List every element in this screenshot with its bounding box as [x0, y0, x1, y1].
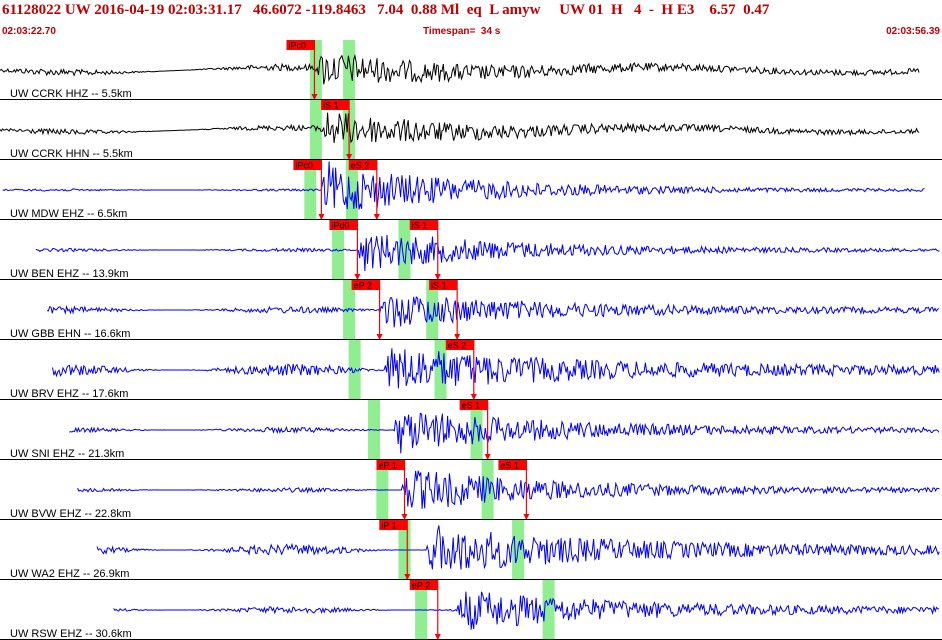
pick-arrow-icon [434, 634, 441, 640]
channel-label: UW BVW EHZ -- 22.8km [10, 508, 131, 520]
waveform-trace [96, 525, 940, 570]
pick-arrow-icon [484, 454, 491, 460]
channel-row[interactable]: eP 1 eS 1 UW BVW EHZ -- 22.8km [10, 460, 940, 520]
pick-flag[interactable] [459, 400, 488, 410]
event-title: 61128022 UW 2016-04-19 02:03:31.17 46.60… [2, 2, 770, 18]
pick-label: iP 1 [381, 521, 396, 531]
channel-label: UW WA2 EHZ -- 26.9km [10, 568, 129, 580]
pick-flag[interactable] [321, 100, 350, 110]
timespan: Timespan= 34 s [423, 26, 501, 37]
channel-row[interactable]: iPd0 iS 1 UW BEN EHZ -- 13.9km [10, 220, 940, 280]
pick-arrow-icon [318, 214, 325, 220]
pick-arrow-icon [434, 274, 441, 280]
channel-label: UW CCRK HHN -- 5.5km [10, 148, 133, 160]
pick-label: iPc0 [288, 41, 306, 51]
pick-label: eS 1 [462, 401, 481, 411]
pick-flag[interactable] [293, 160, 322, 170]
pick-flag[interactable] [329, 220, 358, 230]
waveform-trace [46, 296, 940, 328]
pick-label: iS 1 [412, 221, 428, 231]
channel-label: UW BRV EHZ -- 17.6km [10, 388, 128, 400]
pick-arrow-icon [404, 574, 411, 580]
pick-window [481, 460, 494, 520]
waveform-trace [69, 412, 940, 454]
pick-flag[interactable] [286, 40, 315, 50]
pick-window [343, 40, 356, 100]
pick-window [304, 160, 317, 220]
pick-flag[interactable] [445, 340, 474, 350]
waveform-trace [35, 234, 940, 272]
end-time: 02:03:56.39 [886, 26, 940, 37]
pick-flag[interactable] [376, 460, 405, 470]
pick-arrow-icon [523, 514, 530, 520]
seismogram-panel[interactable]: iPc0 UW CCRK HHZ -- 5.5km iS 1 UW CCRK HHN … [0, 40, 942, 640]
pick-label: eP 1 [379, 461, 397, 471]
pick-label: iS 1 [431, 281, 447, 291]
pick-label: eS 2 [351, 161, 370, 171]
channel-label: UW BEN EHZ -- 13.9km [10, 268, 129, 280]
channel-row[interactable]: iP 1 UW WA2 EHZ -- 26.9km [10, 520, 940, 580]
pick-window [426, 280, 439, 340]
waveform-trace [113, 591, 940, 630]
pick-window [542, 580, 555, 640]
pick-label: iPc0 [295, 161, 313, 171]
pick-arrow-icon [376, 334, 383, 340]
pick-arrow-icon [470, 394, 477, 400]
header: 61128022 UW 2016-04-19 02:03:31.17 46.60… [0, 0, 942, 40]
pick-window [345, 160, 358, 220]
pick-flag[interactable] [379, 520, 408, 530]
pick-label: eS 1 [500, 461, 519, 471]
waveform-trace [0, 112, 920, 144]
pick-window [332, 220, 345, 280]
pick-label: iPd0 [331, 221, 349, 231]
pick-flag[interactable] [498, 460, 527, 470]
channel-row[interactable]: eP 2 iS 1 UW GBB EHN -- 16.6km [10, 280, 940, 340]
pick-arrow-icon [354, 274, 361, 280]
pick-arrow-icon [454, 334, 461, 340]
channel-row[interactable]: iPc0 eS 2 UW MDW EHZ -- 6.5km [2, 160, 925, 220]
pick-window [398, 220, 411, 280]
channel-label: UW GBB EHN -- 16.6km [10, 328, 130, 340]
pick-label: iS 1 [323, 101, 339, 111]
waveform-trace [77, 470, 940, 509]
channel-label: UW RSW EHZ -- 30.6km [10, 628, 132, 640]
start-time: 02:03:22.70 [2, 26, 56, 37]
pick-flag[interactable] [348, 160, 377, 170]
pick-flag[interactable] [409, 580, 438, 590]
channel-row[interactable]: eP 2 UW RSW EHZ -- 30.6km [10, 580, 940, 640]
pick-flag[interactable] [409, 220, 438, 230]
waveform-trace [52, 348, 940, 389]
pick-arrow-icon [401, 514, 408, 520]
channel-label: UW SNI EHZ -- 21.3km [10, 448, 124, 460]
pick-label: eS 2 [448, 341, 467, 351]
pick-window [343, 280, 356, 340]
waveform-trace [0, 53, 920, 85]
pick-flag[interactable] [351, 280, 380, 290]
pick-arrow-icon [373, 214, 380, 220]
channel-label: UW MDW EHZ -- 6.5km [10, 208, 127, 220]
channel-row[interactable]: eS 1 UW SNI EHZ -- 21.3km [10, 400, 940, 460]
pick-arrow-icon [311, 94, 318, 100]
pick-label: eP 2 [354, 281, 372, 291]
channel-row[interactable]: iPc0 UW CCRK HHZ -- 5.5km [0, 40, 920, 100]
pick-arrow-icon [346, 154, 353, 160]
pick-window [470, 400, 483, 460]
channel-label: UW CCRK HHZ -- 5.5km [10, 88, 132, 100]
waveform-trace [2, 161, 925, 210]
pick-flag[interactable] [429, 280, 458, 290]
pick-label: eP 2 [412, 581, 430, 591]
channel-row[interactable]: eS 2 UW BRV EHZ -- 17.6km [10, 340, 940, 400]
channel-row[interactable]: iS 1 UW CCRK HHN -- 5.5km [0, 100, 920, 160]
